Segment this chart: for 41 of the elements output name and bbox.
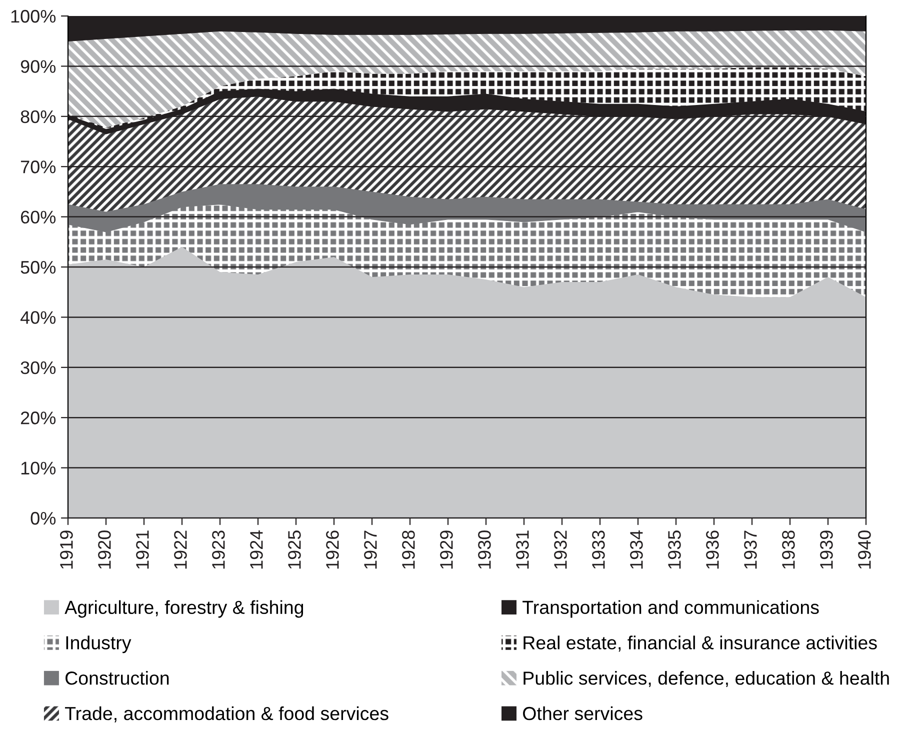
- legend-label: Transportation and communications: [522, 600, 819, 618]
- y-tick-label: 60%: [20, 210, 56, 224]
- x-tick-label: 1921: [136, 530, 149, 569]
- legend-label: Industry: [66, 636, 132, 654]
- x-tick-label: 1939: [820, 530, 833, 569]
- y-tick-label: 50%: [20, 260, 56, 274]
- x-tick-label: 1933: [592, 530, 605, 569]
- x-tick-label: 1937: [744, 530, 757, 569]
- x-tick-label: 1926: [326, 530, 339, 569]
- x-tick-label: 1920: [98, 530, 111, 569]
- legend-label: Real estate, financial & insurance activities: [524, 636, 877, 652]
- x-tick-label: 1929: [440, 530, 453, 569]
- y-tick-label: 80%: [20, 110, 56, 124]
- y-tick-label: 10%: [21, 462, 56, 475]
- x-tick-label: 1923: [212, 530, 225, 569]
- x-tick-label: 1930: [478, 530, 491, 569]
- x-tick-label: 1936: [706, 530, 719, 569]
- x-tick-label: 1927: [364, 530, 377, 569]
- y-tick-label: 90%: [20, 60, 56, 73]
- y-tick-label: 30%: [20, 361, 56, 374]
- x-tick-label: 1925: [288, 530, 301, 569]
- y-tick-label: 40%: [20, 311, 56, 324]
- x-tick-label: 1928: [402, 530, 415, 569]
- x-tick-label: 1935: [668, 530, 681, 569]
- x-tick-label: 1924: [250, 530, 263, 569]
- x-tick-label: 1922: [174, 530, 187, 569]
- legend-label: Trade, accommodation & food services: [65, 706, 388, 722]
- x-tick-label: 1931: [516, 530, 529, 569]
- x-tick-label: 1938: [782, 530, 795, 569]
- y-tick-label: 20%: [20, 412, 56, 424]
- legend-label: Public services, defence, education & health: [524, 671, 889, 688]
- x-tick-label: 1932: [554, 530, 567, 569]
- legend-label: Other services: [523, 706, 642, 720]
- y-tick-label: 100%: [11, 10, 56, 23]
- y-tick-label: 70%: [20, 160, 56, 174]
- x-tick-label: 1940: [858, 530, 871, 569]
- x-tick-label: 1919: [60, 530, 73, 569]
- legend-label: Agriculture, forestry & fishing: [64, 600, 304, 618]
- y-tick-label: 0%: [30, 512, 56, 525]
- x-tick-label: 1934: [630, 530, 643, 569]
- legend-label: Construction: [66, 671, 169, 685]
